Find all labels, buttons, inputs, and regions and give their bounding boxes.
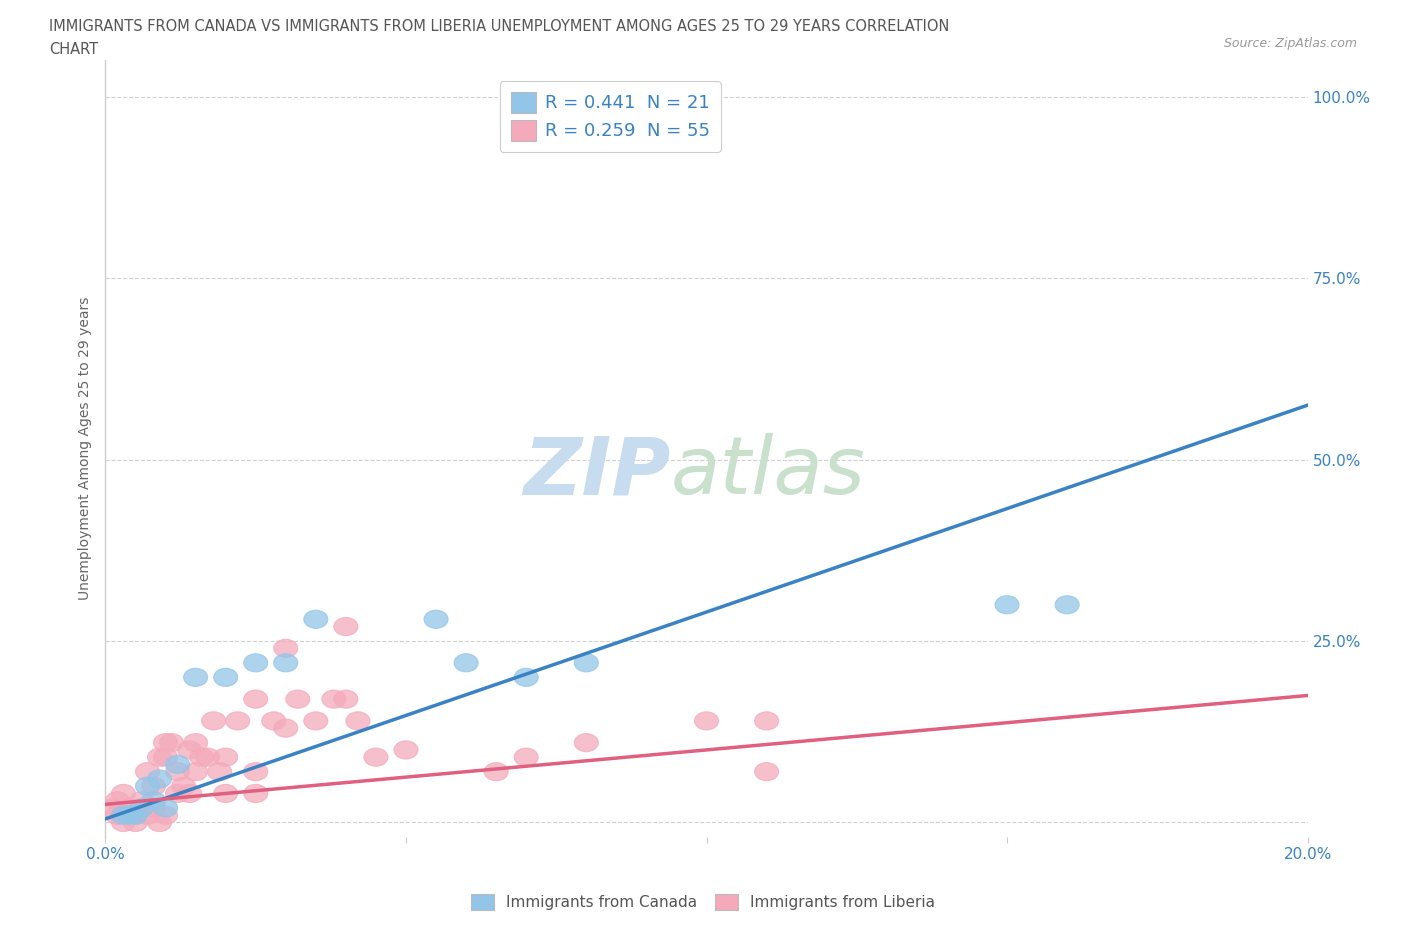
Ellipse shape	[184, 763, 208, 781]
Ellipse shape	[124, 806, 148, 824]
Ellipse shape	[695, 711, 718, 730]
Ellipse shape	[333, 690, 359, 708]
Ellipse shape	[274, 639, 298, 658]
Ellipse shape	[105, 791, 129, 810]
Ellipse shape	[153, 799, 177, 817]
Ellipse shape	[243, 763, 267, 781]
Ellipse shape	[346, 711, 370, 730]
Ellipse shape	[243, 784, 267, 803]
Text: atlas: atlas	[671, 433, 865, 511]
Ellipse shape	[153, 806, 177, 824]
Ellipse shape	[118, 799, 142, 817]
Ellipse shape	[172, 777, 195, 795]
Ellipse shape	[184, 734, 208, 751]
Ellipse shape	[129, 791, 153, 810]
Ellipse shape	[364, 748, 388, 766]
Ellipse shape	[304, 711, 328, 730]
Ellipse shape	[333, 618, 359, 635]
Y-axis label: Unemployment Among Ages 25 to 29 years: Unemployment Among Ages 25 to 29 years	[79, 297, 93, 601]
Ellipse shape	[225, 711, 250, 730]
Text: Source: ZipAtlas.com: Source: ZipAtlas.com	[1223, 37, 1357, 50]
Legend: R = 0.441  N = 21, R = 0.259  N = 55: R = 0.441 N = 21, R = 0.259 N = 55	[501, 81, 721, 152]
Ellipse shape	[100, 799, 124, 817]
Ellipse shape	[166, 763, 190, 781]
Ellipse shape	[214, 669, 238, 686]
Ellipse shape	[129, 799, 153, 817]
Ellipse shape	[118, 806, 142, 824]
Ellipse shape	[148, 814, 172, 831]
Ellipse shape	[425, 610, 449, 629]
Ellipse shape	[995, 596, 1019, 614]
Ellipse shape	[195, 748, 219, 766]
Ellipse shape	[148, 770, 172, 788]
Ellipse shape	[1054, 596, 1080, 614]
Ellipse shape	[484, 763, 508, 781]
Ellipse shape	[111, 806, 135, 824]
Ellipse shape	[201, 711, 225, 730]
Ellipse shape	[262, 711, 285, 730]
Text: CHART: CHART	[49, 42, 98, 57]
Ellipse shape	[111, 784, 135, 803]
Ellipse shape	[166, 755, 190, 774]
Ellipse shape	[159, 734, 184, 751]
Ellipse shape	[135, 777, 159, 795]
Ellipse shape	[243, 654, 267, 671]
Ellipse shape	[124, 814, 148, 831]
Ellipse shape	[177, 784, 201, 803]
Ellipse shape	[574, 734, 599, 751]
Ellipse shape	[454, 654, 478, 671]
Ellipse shape	[285, 690, 309, 708]
Ellipse shape	[129, 799, 153, 817]
Ellipse shape	[166, 784, 190, 803]
Ellipse shape	[208, 763, 232, 781]
Ellipse shape	[755, 763, 779, 781]
Ellipse shape	[574, 654, 599, 671]
Ellipse shape	[214, 784, 238, 803]
Ellipse shape	[243, 690, 267, 708]
Ellipse shape	[322, 690, 346, 708]
Ellipse shape	[394, 741, 418, 759]
Ellipse shape	[755, 711, 779, 730]
Ellipse shape	[135, 763, 159, 781]
Ellipse shape	[118, 806, 142, 824]
Ellipse shape	[304, 610, 328, 629]
Ellipse shape	[153, 734, 177, 751]
Ellipse shape	[111, 814, 135, 831]
Ellipse shape	[135, 806, 159, 824]
Text: ZIP: ZIP	[523, 433, 671, 511]
Ellipse shape	[184, 669, 208, 686]
Ellipse shape	[142, 791, 166, 810]
Text: IMMIGRANTS FROM CANADA VS IMMIGRANTS FROM LIBERIA UNEMPLOYMENT AMONG AGES 25 TO : IMMIGRANTS FROM CANADA VS IMMIGRANTS FRO…	[49, 19, 949, 33]
Ellipse shape	[124, 806, 148, 824]
Ellipse shape	[142, 799, 166, 817]
Ellipse shape	[105, 806, 129, 824]
Ellipse shape	[515, 669, 538, 686]
Ellipse shape	[274, 719, 298, 737]
Ellipse shape	[515, 748, 538, 766]
Ellipse shape	[695, 124, 718, 142]
Ellipse shape	[148, 748, 172, 766]
Ellipse shape	[274, 654, 298, 671]
Ellipse shape	[214, 748, 238, 766]
Ellipse shape	[190, 748, 214, 766]
Ellipse shape	[153, 748, 177, 766]
Legend: Immigrants from Canada, Immigrants from Liberia: Immigrants from Canada, Immigrants from …	[463, 886, 943, 918]
Ellipse shape	[142, 777, 166, 795]
Ellipse shape	[177, 741, 201, 759]
